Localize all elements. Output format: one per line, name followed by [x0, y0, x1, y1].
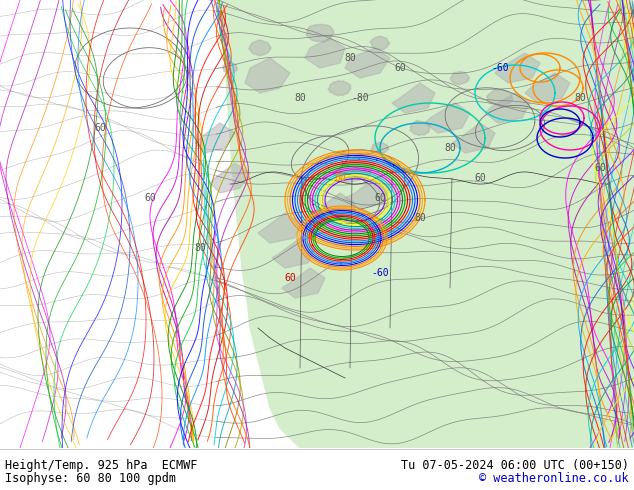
Polygon shape [249, 40, 271, 56]
Text: 60: 60 [374, 193, 386, 203]
Polygon shape [370, 36, 390, 50]
Polygon shape [485, 93, 530, 123]
Polygon shape [525, 73, 570, 103]
Text: 80: 80 [444, 143, 456, 153]
Text: 80: 80 [344, 53, 356, 63]
Polygon shape [272, 238, 315, 268]
Polygon shape [487, 90, 513, 107]
Polygon shape [258, 213, 300, 243]
Polygon shape [305, 38, 345, 68]
Text: 60: 60 [144, 193, 156, 203]
Polygon shape [452, 123, 495, 153]
Text: 60: 60 [594, 163, 606, 173]
Polygon shape [345, 178, 390, 208]
Polygon shape [410, 121, 430, 135]
Polygon shape [425, 103, 470, 133]
Polygon shape [210, 163, 250, 193]
Text: Tu 07-05-2024 06:00 UTC (00+150): Tu 07-05-2024 06:00 UTC (00+150) [401, 459, 629, 471]
Text: 80: 80 [194, 243, 206, 253]
Text: 60: 60 [284, 273, 296, 283]
Text: 80: 80 [414, 213, 426, 223]
Polygon shape [223, 62, 237, 74]
Polygon shape [345, 48, 390, 78]
Polygon shape [220, 0, 634, 448]
Text: -80: -80 [351, 93, 369, 103]
Polygon shape [328, 81, 351, 96]
Polygon shape [312, 193, 355, 223]
Polygon shape [195, 123, 235, 153]
Text: -60: -60 [491, 63, 509, 73]
Text: Height/Temp. 925 hPa  ECMWF: Height/Temp. 925 hPa ECMWF [5, 459, 197, 471]
Polygon shape [306, 24, 334, 42]
Text: 80: 80 [574, 93, 586, 103]
Text: 60: 60 [94, 123, 106, 133]
Text: © weatheronline.co.uk: © weatheronline.co.uk [479, 472, 629, 485]
Polygon shape [450, 72, 470, 85]
Text: 80: 80 [294, 93, 306, 103]
Polygon shape [282, 268, 325, 298]
Polygon shape [332, 153, 375, 183]
Text: 60: 60 [394, 63, 406, 73]
Text: Isophyse: 60 80 100 gpdm: Isophyse: 60 80 100 gpdm [5, 472, 176, 485]
Polygon shape [495, 53, 540, 83]
Text: 80: 80 [334, 173, 346, 183]
Text: -60: -60 [371, 268, 389, 278]
Polygon shape [392, 83, 435, 113]
Polygon shape [371, 142, 389, 154]
Text: 60: 60 [474, 173, 486, 183]
Polygon shape [245, 58, 290, 93]
